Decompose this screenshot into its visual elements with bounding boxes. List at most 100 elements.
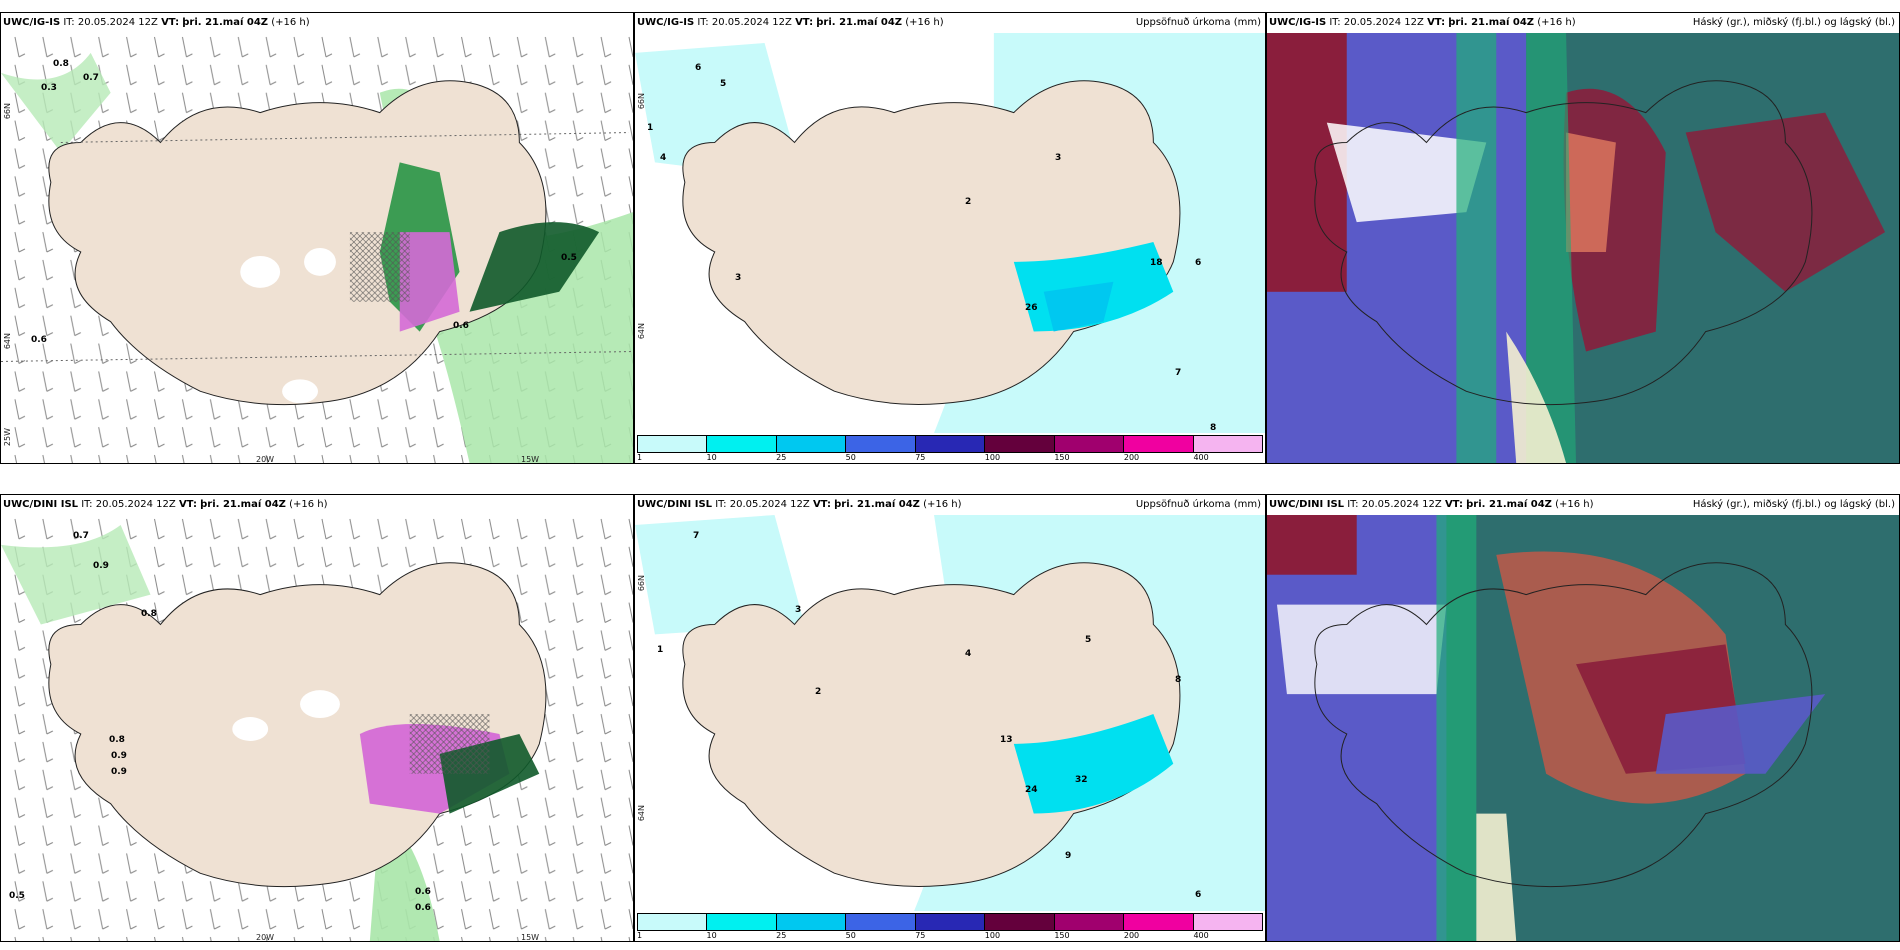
lon-label: 20W	[256, 933, 275, 942]
cloud-panel-dini: UWC/DINI ISL IT: 20.05.2024 12Z VT: þri.…	[1266, 494, 1900, 942]
panel-title: UWC/DINI ISL IT: 20.05.2024 12Z VT: þri.…	[637, 499, 962, 510]
cloud-panel-igis: UWC/IG-IS IT: 20.05.2024 12Z VT: þri. 21…	[1266, 12, 1900, 464]
colorbar-swatch	[985, 436, 1055, 452]
colorbar-swatches	[637, 435, 1263, 453]
panel-title: UWC/IG-IS IT: 20.05.2024 12Z VT: þri. 21…	[3, 17, 310, 28]
value-label: 0.9	[93, 561, 109, 571]
value-label: 0.6	[415, 887, 431, 897]
lat-label: 64N	[3, 333, 12, 350]
value-label: 6	[1195, 890, 1202, 900]
map-wind-precip	[1, 515, 633, 941]
colorbar-swatch	[1193, 436, 1262, 452]
colorbar-swatch	[846, 914, 916, 930]
colorbar-tick-label: 75	[915, 931, 926, 940]
value-label: 3	[735, 273, 742, 283]
panel-subtitle: Háský (gr.), miðský (fj.bl.) og lágský (…	[1692, 17, 1895, 28]
lat-label: 66N	[637, 93, 646, 110]
colorbar-tick-label: 150	[1054, 931, 1070, 940]
colorbar-tick-label: 400	[1193, 453, 1209, 462]
colorbar-swatch	[846, 436, 916, 452]
value-label: 0.9	[111, 751, 127, 761]
wind-precip-panel-dini: UWC/DINI ISL IT: 20.05.2024 12Z VT: þri.…	[0, 494, 634, 942]
map-precip	[635, 33, 1265, 433]
panel-subtitle: Uppsöfnuð úrkoma (mm)	[1135, 499, 1261, 510]
lat-label: 64N	[637, 323, 646, 340]
colorbar-swatch	[1193, 914, 1262, 930]
panel-subtitle: Háský (gr.), miðský (fj.bl.) og lágský (…	[1692, 499, 1895, 510]
colorbar-tick-label: 200	[1123, 453, 1140, 462]
value-label: 24	[1025, 785, 1038, 795]
value-label: 1	[657, 645, 664, 655]
value-label: 9	[1065, 851, 1072, 861]
colorbar-tick-label: 100	[984, 931, 1001, 940]
value-label: 0.6	[31, 335, 47, 345]
value-label: 4	[965, 649, 972, 659]
colorbar-tick-label: 50	[845, 453, 856, 462]
value-label: 2	[965, 197, 972, 207]
panel-title: UWC/DINI ISL IT: 20.05.2024 12Z VT: þri.…	[3, 499, 328, 510]
colorbar-swatch	[915, 914, 986, 930]
colorbar: 1 10 25 50 75 100 150 200 400	[637, 435, 1263, 463]
value-label: 7	[693, 531, 700, 541]
lat-label: 25W	[3, 428, 12, 447]
panel-subtitle: Uppsöfnuð úrkoma (mm)	[1135, 17, 1261, 28]
lat-label: 66N	[3, 103, 12, 120]
colorbar-tick-label: 25	[776, 453, 787, 462]
lon-label: 20W	[256, 455, 275, 464]
colorbar-tick-label: 10	[706, 453, 717, 462]
colorbar-swatch	[638, 914, 708, 930]
colorbar-tick-label: 100	[984, 453, 1001, 462]
map-clouds	[1267, 33, 1899, 463]
value-label: 8	[1210, 423, 1217, 433]
value-label: 26	[1025, 303, 1038, 313]
colorbar-tick-label: 1	[637, 453, 643, 462]
colorbar-swatch	[1054, 436, 1125, 452]
colorbar-swatch	[1124, 436, 1194, 452]
lat-label: 66N	[637, 575, 646, 592]
value-label: 4	[660, 153, 667, 163]
colorbar-swatch	[915, 436, 986, 452]
precip-panel-igis: UWC/IG-IS IT: 20.05.2024 12Z VT: þri. 21…	[634, 12, 1266, 464]
value-label: 0.5	[561, 253, 577, 263]
lat-label: 64N	[637, 805, 646, 822]
panel-title: UWC/IG-IS IT: 20.05.2024 12Z VT: þri. 21…	[637, 17, 944, 28]
colorbar-swatch	[776, 914, 847, 930]
value-label: 32	[1075, 775, 1088, 785]
colorbar-tick-label: 150	[1054, 453, 1070, 462]
colorbar-tick-label: 1	[637, 931, 643, 940]
colorbar-tick-label: 10	[706, 931, 717, 940]
value-label: 13	[1000, 735, 1013, 745]
value-label: 0.6	[453, 321, 469, 331]
lon-label: 15W	[521, 455, 540, 464]
value-label: 3	[1055, 153, 1062, 163]
map-clouds	[1267, 515, 1899, 941]
precip-panel-dini: UWC/DINI ISL IT: 20.05.2024 12Z VT: þri.…	[634, 494, 1266, 942]
value-label: 1	[647, 123, 654, 133]
panel-title: UWC/DINI ISL IT: 20.05.2024 12Z VT: þri.…	[1269, 499, 1594, 510]
value-label: 18	[1150, 258, 1163, 268]
colorbar-swatches	[637, 913, 1263, 931]
value-label: 5	[720, 79, 727, 89]
colorbar-swatch	[707, 436, 777, 452]
value-label: 6	[1195, 258, 1202, 268]
value-label: 0.8	[53, 59, 69, 69]
panel-title: UWC/IG-IS IT: 20.05.2024 12Z VT: þri. 21…	[1269, 17, 1576, 28]
value-label: 8	[1175, 675, 1182, 685]
value-label: 0.5	[9, 891, 25, 901]
colorbar-swatch	[638, 436, 708, 452]
value-label: 6	[695, 63, 702, 73]
value-label: 0.3	[41, 83, 57, 93]
colorbar-swatch	[707, 914, 777, 930]
colorbar: 1 10 25 50 75 100 150 200 400	[637, 913, 1263, 940]
value-label: 0.7	[73, 531, 89, 541]
colorbar-swatch	[985, 914, 1055, 930]
colorbar-ticks: 1 10 25 50 75 100 150 200 400	[637, 453, 1263, 463]
value-label: 0.7	[83, 73, 99, 83]
colorbar-tick-label: 75	[915, 453, 926, 462]
value-label: 5	[1085, 635, 1092, 645]
value-label: 0.9	[111, 767, 127, 777]
colorbar-swatch	[1054, 914, 1125, 930]
colorbar-swatch	[1124, 914, 1194, 930]
colorbar-tick-label: 200	[1123, 931, 1140, 940]
value-label: 7	[1175, 368, 1182, 378]
